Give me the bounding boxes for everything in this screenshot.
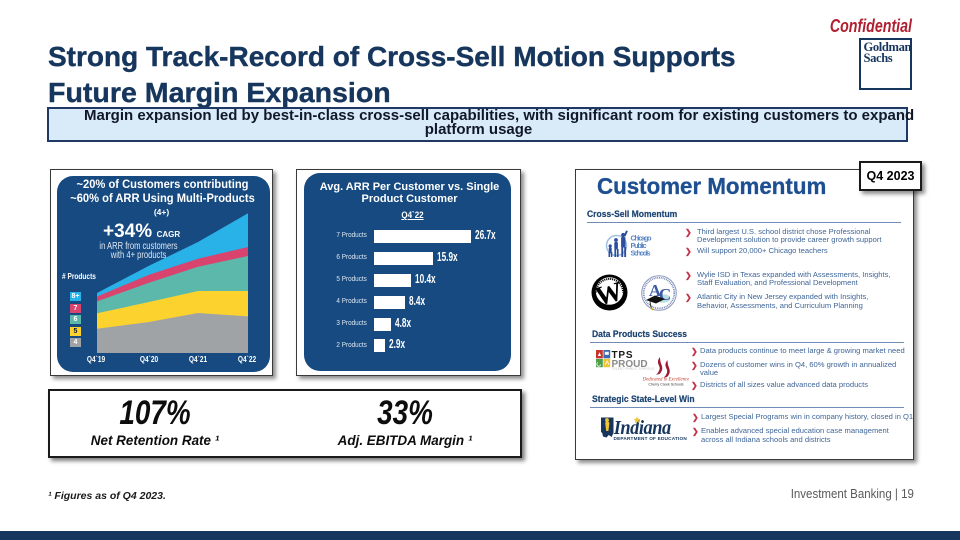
svg-text:C: C	[659, 285, 671, 304]
svg-text:Cherry Creek Schools: Cherry Creek Schools	[648, 383, 683, 387]
svg-text:Schools: Schools	[631, 249, 651, 258]
svg-text:Dedicated to Excellence: Dedicated to Excellence	[643, 378, 689, 383]
svg-text:PROUD: PROUD	[612, 359, 648, 370]
svg-text:TOLEDO PUBLIC SCHOOLS: TOLEDO PUBLIC SCHOOLS	[612, 367, 655, 370]
svg-text:A: A	[649, 281, 662, 300]
svg-text:DEPARTMENT OF EDUCATION: DEPARTMENT OF EDUCATION	[614, 436, 688, 441]
svg-text:Public: Public	[631, 241, 647, 250]
svg-text:Indiana: Indiana	[613, 417, 672, 439]
svg-text:Chicago: Chicago	[631, 234, 653, 243]
svg-text:TPS: TPS	[612, 350, 634, 361]
